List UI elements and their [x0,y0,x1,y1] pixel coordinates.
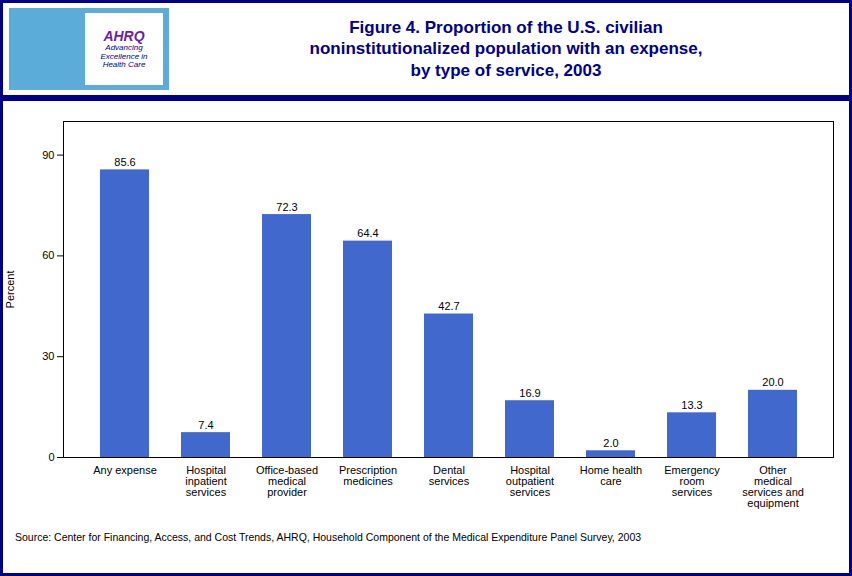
html-text:Figure 4. Proportion of the U.: Figure 4. Proportion of the U.S. civilia… [309,18,703,80]
svg-text:42.7: 42.7 [438,300,459,312]
html-text:AHRQ: AHRQ [103,27,145,44]
svg-text:64.4: 64.4 [357,227,378,239]
svg-text:60: 60 [42,249,54,261]
svg-text:Home healthcare: Home healthcare [580,464,642,487]
html-text:Source: Center for Financing,: Source: Center for Financing, Access, an… [15,531,642,543]
svg-text:Percent: Percent [4,271,16,309]
svg-text:90: 90 [42,149,54,161]
svg-text:Dentalservices: Dentalservices [429,464,470,487]
svg-text:Office-basedmedicalprovider: Office-basedmedicalprovider [256,464,318,498]
svg-text:16.9: 16.9 [519,387,540,399]
svg-text:85.6: 85.6 [114,156,135,168]
svg-text:13.3: 13.3 [681,399,702,411]
svg-text:2.0: 2.0 [603,437,618,449]
svg-text:Prescriptionmedicines: Prescriptionmedicines [339,464,397,487]
svg-text:20.0: 20.0 [762,376,783,388]
svg-text:Any expense: Any expense [93,464,157,476]
svg-text:72.3: 72.3 [276,201,297,213]
svg-text:Hospitalinpatientservices: Hospitalinpatientservices [185,464,227,498]
svg-text:0: 0 [48,451,54,463]
svg-text:Emergencyroomservices: Emergencyroomservices [664,464,720,498]
svg-text:7.4: 7.4 [198,419,213,431]
svg-text:30: 30 [42,350,54,362]
svg-text:Hospitaloutpatientservices: Hospitaloutpatientservices [506,464,554,498]
svg-text:Othermedicalservices andequipm: Othermedicalservices andequipment [742,464,804,509]
html-text:Advancing Excellence in Health: Advancing Excellence in Health Care [100,42,148,70]
